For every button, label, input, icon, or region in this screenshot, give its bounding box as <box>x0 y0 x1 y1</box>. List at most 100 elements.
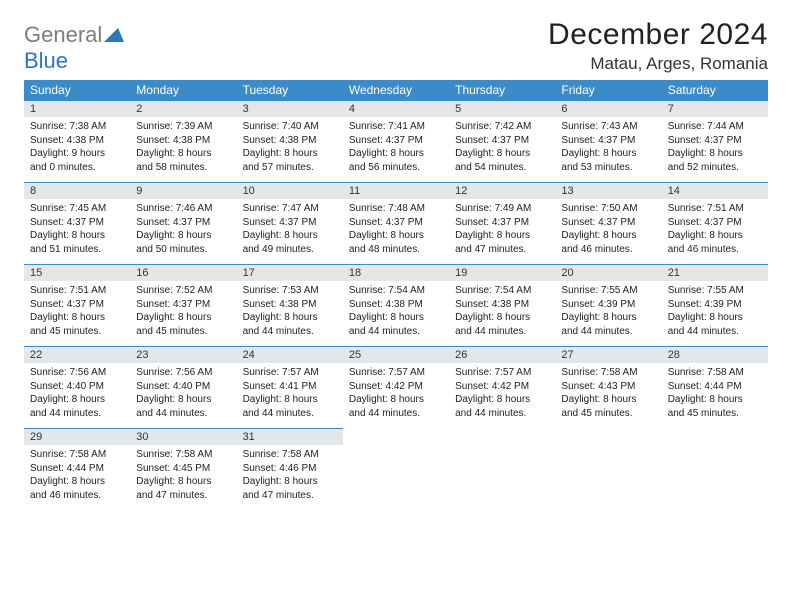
day-number: 13 <box>555 182 661 199</box>
sunset-text: Sunset: 4:40 PM <box>136 380 230 394</box>
day-details: Sunrise: 7:44 AMSunset: 4:37 PMDaylight:… <box>662 117 768 182</box>
day-number: 14 <box>662 182 768 199</box>
day-number: 16 <box>130 264 236 281</box>
daylight-text: Daylight: 8 hours and 54 minutes. <box>455 147 549 174</box>
sunset-text: Sunset: 4:37 PM <box>349 134 443 148</box>
sunrise-text: Sunrise: 7:43 AM <box>561 120 655 134</box>
calendar-day-cell: 2Sunrise: 7:39 AMSunset: 4:38 PMDaylight… <box>130 100 236 182</box>
daylight-text: Daylight: 8 hours and 44 minutes. <box>243 393 337 420</box>
daylight-text: Daylight: 8 hours and 44 minutes. <box>243 311 337 338</box>
page-header: General Blue December 2024 Matau, Arges,… <box>24 18 768 74</box>
sunset-text: Sunset: 4:38 PM <box>349 298 443 312</box>
sunset-text: Sunset: 4:38 PM <box>30 134 124 148</box>
day-details: Sunrise: 7:54 AMSunset: 4:38 PMDaylight:… <box>343 281 449 346</box>
calendar-day-cell: 24Sunrise: 7:57 AMSunset: 4:41 PMDayligh… <box>237 346 343 428</box>
day-details: Sunrise: 7:54 AMSunset: 4:38 PMDaylight:… <box>449 281 555 346</box>
day-details: Sunrise: 7:49 AMSunset: 4:37 PMDaylight:… <box>449 199 555 264</box>
daylight-text: Daylight: 8 hours and 57 minutes. <box>243 147 337 174</box>
day-number: 15 <box>24 264 130 281</box>
day-number: 26 <box>449 346 555 363</box>
calendar-day-cell: 18Sunrise: 7:54 AMSunset: 4:38 PMDayligh… <box>343 264 449 346</box>
sunrise-text: Sunrise: 7:57 AM <box>243 366 337 380</box>
calendar-day-cell: 13Sunrise: 7:50 AMSunset: 4:37 PMDayligh… <box>555 182 661 264</box>
daylight-text: Daylight: 8 hours and 44 minutes. <box>349 311 443 338</box>
day-number: 27 <box>555 346 661 363</box>
weekday-header: Saturday <box>662 80 768 100</box>
brand-triangle-icon <box>104 26 124 47</box>
sunrise-text: Sunrise: 7:45 AM <box>30 202 124 216</box>
sunset-text: Sunset: 4:38 PM <box>243 134 337 148</box>
daylight-text: Daylight: 8 hours and 44 minutes. <box>668 311 762 338</box>
calendar-day-cell: .. <box>449 428 555 510</box>
calendar-day-cell: 20Sunrise: 7:55 AMSunset: 4:39 PMDayligh… <box>555 264 661 346</box>
daylight-text: Daylight: 9 hours and 0 minutes. <box>30 147 124 174</box>
sunset-text: Sunset: 4:37 PM <box>455 134 549 148</box>
daylight-text: Daylight: 8 hours and 51 minutes. <box>30 229 124 256</box>
calendar-day-cell: 26Sunrise: 7:57 AMSunset: 4:42 PMDayligh… <box>449 346 555 428</box>
calendar-week-row: 15Sunrise: 7:51 AMSunset: 4:37 PMDayligh… <box>24 264 768 346</box>
day-details: Sunrise: 7:48 AMSunset: 4:37 PMDaylight:… <box>343 199 449 264</box>
weekday-header-row: Sunday Monday Tuesday Wednesday Thursday… <box>24 80 768 100</box>
sunrise-text: Sunrise: 7:46 AM <box>136 202 230 216</box>
day-number: 25 <box>343 346 449 363</box>
sunset-text: Sunset: 4:40 PM <box>30 380 124 394</box>
weekday-header: Monday <box>130 80 236 100</box>
day-details: Sunrise: 7:58 AMSunset: 4:44 PMDaylight:… <box>24 445 130 510</box>
daylight-text: Daylight: 8 hours and 49 minutes. <box>243 229 337 256</box>
daylight-text: Daylight: 8 hours and 47 minutes. <box>243 475 337 502</box>
daylight-text: Daylight: 8 hours and 46 minutes. <box>668 229 762 256</box>
day-details: Sunrise: 7:57 AMSunset: 4:42 PMDaylight:… <box>343 363 449 428</box>
calendar-day-cell: 10Sunrise: 7:47 AMSunset: 4:37 PMDayligh… <box>237 182 343 264</box>
day-number: 30 <box>130 428 236 445</box>
sunset-text: Sunset: 4:37 PM <box>30 298 124 312</box>
sunrise-text: Sunrise: 7:54 AM <box>349 284 443 298</box>
day-number: 29 <box>24 428 130 445</box>
daylight-text: Daylight: 8 hours and 45 minutes. <box>136 311 230 338</box>
day-details: Sunrise: 7:57 AMSunset: 4:41 PMDaylight:… <box>237 363 343 428</box>
day-details: Sunrise: 7:42 AMSunset: 4:37 PMDaylight:… <box>449 117 555 182</box>
day-number: 1 <box>24 100 130 117</box>
calendar-day-cell: 9Sunrise: 7:46 AMSunset: 4:37 PMDaylight… <box>130 182 236 264</box>
daylight-text: Daylight: 8 hours and 46 minutes. <box>561 229 655 256</box>
day-details: Sunrise: 7:47 AMSunset: 4:37 PMDaylight:… <box>237 199 343 264</box>
sunrise-text: Sunrise: 7:58 AM <box>243 448 337 462</box>
day-details: Sunrise: 7:53 AMSunset: 4:38 PMDaylight:… <box>237 281 343 346</box>
sunset-text: Sunset: 4:37 PM <box>668 216 762 230</box>
calendar-page: General Blue December 2024 Matau, Arges,… <box>0 0 792 522</box>
weekday-header: Sunday <box>24 80 130 100</box>
day-number: 8 <box>24 182 130 199</box>
sunrise-text: Sunrise: 7:42 AM <box>455 120 549 134</box>
calendar-day-cell: 15Sunrise: 7:51 AMSunset: 4:37 PMDayligh… <box>24 264 130 346</box>
brand-word2: Blue <box>24 48 68 73</box>
daylight-text: Daylight: 8 hours and 46 minutes. <box>30 475 124 502</box>
calendar-day-cell: 1 Sunrise: 7:38 AMSunset: 4:38 PMDaylight… <box>24 100 130 182</box>
calendar-day-cell: 22Sunrise: 7:56 AMSunset: 4:40 PMDayligh… <box>24 346 130 428</box>
sunrise-text: Sunrise: 7:38 AM <box>30 120 124 134</box>
daylight-text: Daylight: 8 hours and 47 minutes. <box>136 475 230 502</box>
day-details: Sunrise: 7:39 AMSunset: 4:38 PMDaylight:… <box>130 117 236 182</box>
day-number: 20 <box>555 264 661 281</box>
sunset-text: Sunset: 4:38 PM <box>243 298 337 312</box>
daylight-text: Daylight: 8 hours and 44 minutes. <box>30 393 124 420</box>
day-details: Sunrise: 7:51 AMSunset: 4:37 PMDaylight:… <box>24 281 130 346</box>
sunrise-text: Sunrise: 7:57 AM <box>455 366 549 380</box>
day-details: Sunrise: 7:55 AMSunset: 4:39 PMDaylight:… <box>662 281 768 346</box>
title-block: December 2024 Matau, Arges, Romania <box>548 18 768 74</box>
calendar-day-cell: .. <box>555 428 661 510</box>
sunrise-text: Sunrise: 7:58 AM <box>668 366 762 380</box>
day-details: Sunrise: 7:58 AMSunset: 4:44 PMDaylight:… <box>662 363 768 428</box>
daylight-text: Daylight: 8 hours and 45 minutes. <box>561 393 655 420</box>
sunset-text: Sunset: 4:38 PM <box>136 134 230 148</box>
day-details: Sunrise: 7:57 AMSunset: 4:42 PMDaylight:… <box>449 363 555 428</box>
sunrise-text: Sunrise: 7:47 AM <box>243 202 337 216</box>
calendar-day-cell: 28Sunrise: 7:58 AMSunset: 4:44 PMDayligh… <box>662 346 768 428</box>
sunrise-text: Sunrise: 7:51 AM <box>30 284 124 298</box>
calendar-day-cell: 17Sunrise: 7:53 AMSunset: 4:38 PMDayligh… <box>237 264 343 346</box>
sunrise-text: Sunrise: 7:57 AM <box>349 366 443 380</box>
sunrise-text: Sunrise: 7:58 AM <box>561 366 655 380</box>
day-details: Sunrise: 7:58 AMSunset: 4:46 PMDaylight:… <box>237 445 343 510</box>
daylight-text: Daylight: 8 hours and 47 minutes. <box>455 229 549 256</box>
sunrise-text: Sunrise: 7:49 AM <box>455 202 549 216</box>
daylight-text: Daylight: 8 hours and 44 minutes. <box>136 393 230 420</box>
sunrise-text: Sunrise: 7:56 AM <box>30 366 124 380</box>
